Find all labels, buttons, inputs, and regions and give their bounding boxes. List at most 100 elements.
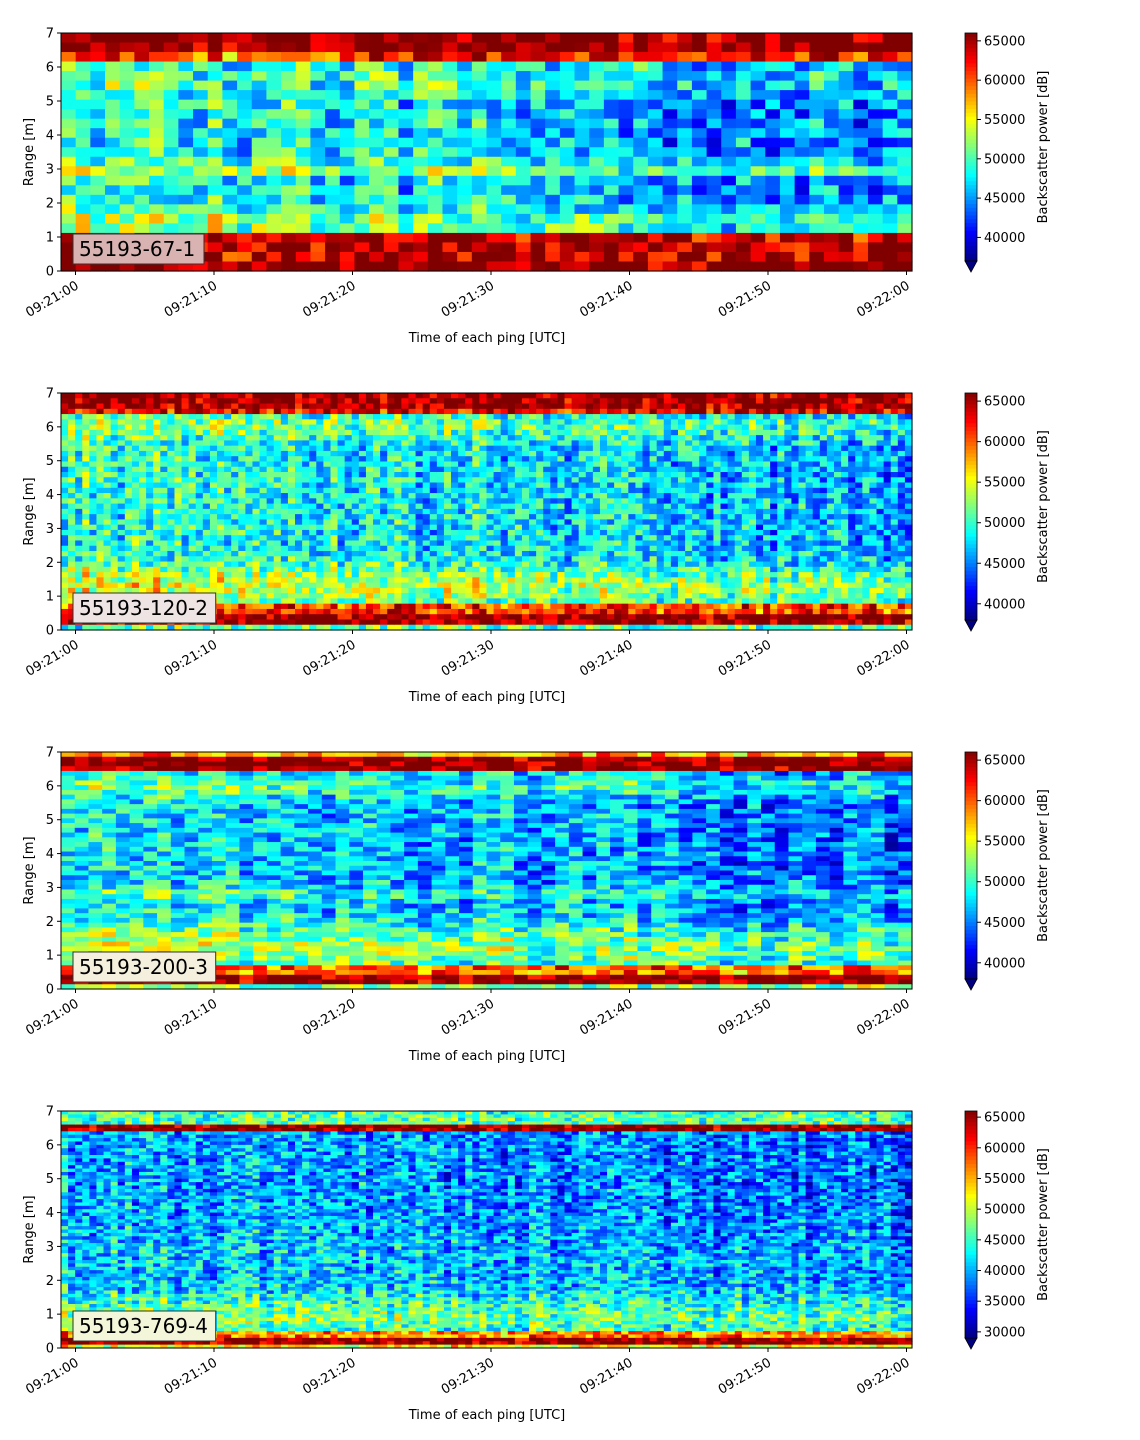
heatmap-cell (394, 414, 402, 420)
heatmap-cell (416, 540, 424, 546)
heatmap-cell (557, 535, 565, 541)
heatmap-cell (224, 419, 232, 425)
heatmap-cell (217, 519, 225, 525)
heatmap-cell (494, 551, 502, 557)
heatmap-cell (401, 525, 409, 531)
heatmap-cell (479, 409, 487, 415)
heatmap-cell (345, 540, 353, 546)
heatmap-cell (522, 614, 530, 620)
heatmap-cell (61, 546, 69, 552)
heatmap-cell (579, 593, 587, 599)
heatmap-cell (423, 577, 431, 583)
heatmap-cell (593, 546, 601, 552)
heatmap-cell (345, 598, 353, 604)
heatmap-cell (359, 419, 367, 425)
heatmap-cell (465, 456, 473, 462)
heatmap-cell (252, 214, 267, 224)
heatmap-cell (231, 398, 239, 404)
heatmap-cell (444, 572, 452, 578)
heatmap-cell (465, 398, 473, 404)
heatmap-cell (210, 498, 218, 504)
heatmap-cell (437, 577, 445, 583)
heatmap-cell (325, 166, 340, 176)
heatmap-cell (309, 498, 317, 504)
heatmap-cell (501, 419, 509, 425)
heatmap-cell (182, 435, 190, 441)
heatmap-cell (557, 567, 565, 573)
heatmap-cell (325, 242, 340, 252)
heatmap-cell (132, 509, 140, 515)
heatmap-cell (522, 604, 530, 610)
heatmap-cell (345, 472, 353, 478)
heatmap-cell (487, 609, 495, 615)
heatmap-cell (89, 461, 97, 467)
heatmap-cell (281, 119, 296, 129)
heatmap-cell (139, 509, 147, 515)
heatmap-cell (604, 214, 619, 224)
heatmap-cell (105, 33, 120, 43)
heatmap-cell (288, 467, 296, 473)
heatmap-cell (765, 176, 780, 186)
heatmap-cell (330, 398, 338, 404)
heatmap-cell (196, 509, 204, 515)
heatmap-cell (780, 147, 795, 157)
heatmap-cell (75, 577, 83, 583)
heatmap-cell (536, 551, 544, 557)
heatmap-cell (281, 138, 296, 148)
heatmap-cell (330, 583, 338, 589)
heatmap-cell (868, 166, 883, 176)
heatmap-cell (203, 435, 211, 441)
heatmap-cell (529, 535, 537, 541)
heatmap-cell (515, 493, 523, 499)
heatmap-cell (252, 43, 267, 53)
heatmap-cell (394, 572, 402, 578)
heatmap-cell (146, 519, 154, 525)
heatmap-cell (423, 498, 431, 504)
heatmap-cell (487, 195, 502, 205)
heatmap-cell (366, 604, 374, 610)
heatmap-cell (340, 157, 355, 167)
heatmap-cell (398, 62, 413, 72)
heatmap-cell (359, 498, 367, 504)
heatmap-cell (96, 425, 104, 431)
heatmap-cell (369, 195, 384, 205)
heatmap-cell (174, 535, 182, 541)
heatmap-cell (325, 100, 340, 110)
heatmap-cell (589, 223, 604, 233)
heatmap-cell (408, 477, 416, 483)
heatmap-cell (68, 414, 76, 420)
heatmap-cell (132, 525, 140, 531)
heatmap-cell (118, 567, 126, 573)
heatmap-cell (295, 609, 303, 615)
heatmap-cell (345, 435, 353, 441)
heatmap-cell (366, 519, 374, 525)
heatmap-cell (281, 546, 289, 552)
heatmap-cell (146, 525, 154, 531)
heatmap-cell (809, 233, 824, 243)
heatmap-cell (472, 435, 480, 441)
heatmap-cell (487, 52, 502, 62)
heatmap-cell (751, 62, 766, 72)
colorbar-segment (965, 44, 977, 48)
heatmap-cell (281, 604, 289, 610)
heatmap-cell (430, 404, 438, 410)
colorbar-segment (965, 231, 977, 235)
heatmap-cell (146, 451, 154, 457)
heatmap-cell (338, 472, 346, 478)
heatmap-cell (557, 467, 565, 473)
heatmap-cell (224, 583, 232, 589)
heatmap-cell (369, 166, 384, 176)
heatmap-cell (437, 546, 445, 552)
heatmap-cell (604, 52, 619, 62)
heatmap-cell (472, 185, 487, 195)
heatmap-cell (238, 440, 246, 446)
heatmap-cell (217, 525, 225, 531)
heatmap-cell (238, 477, 246, 483)
heatmap-cell (153, 572, 161, 578)
heatmap-cell (387, 488, 395, 494)
heatmap-cell (479, 514, 487, 520)
heatmap-cell (501, 583, 509, 589)
heatmap-cell (522, 530, 530, 536)
heatmap-cell (153, 514, 161, 520)
heatmap-cell (231, 614, 239, 620)
